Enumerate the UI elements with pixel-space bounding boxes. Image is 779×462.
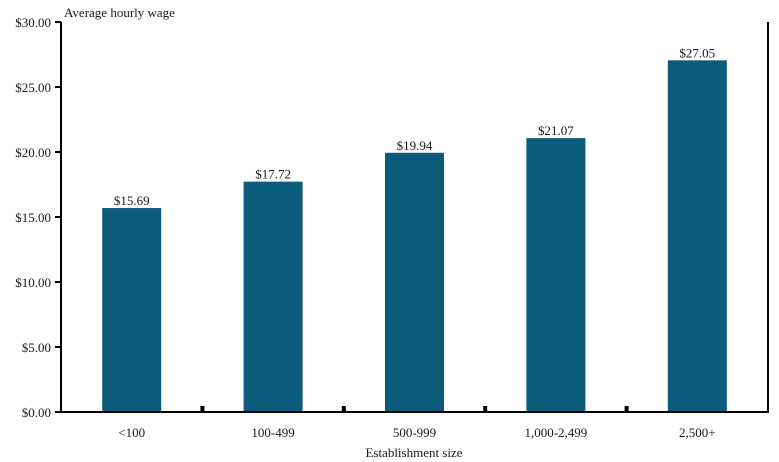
- bar: [526, 138, 586, 412]
- y-tick-label: $30.00: [15, 15, 51, 30]
- bar-value-label: $27.05: [679, 45, 715, 60]
- y-tick-label: $25.00: [15, 80, 51, 95]
- x-tick-label: 100-499: [251, 425, 294, 440]
- x-axis-title: Establishment size: [365, 445, 462, 460]
- x-tick-label: 500-999: [393, 425, 436, 440]
- x-tick-label: 1,000-2,499: [524, 425, 587, 440]
- x-tick-label: <100: [118, 425, 145, 440]
- bar-value-label: $17.72: [255, 167, 291, 182]
- bar: [385, 152, 444, 412]
- y-tick-label: $5.00: [22, 340, 51, 355]
- bar: [102, 208, 162, 412]
- bar-value-label: $21.07: [538, 123, 574, 138]
- y-tick-label: $15.00: [15, 210, 51, 225]
- bars: $15.69 $17.72 $19.94 $21.07 $27.05: [102, 45, 727, 412]
- bar-value-label: $19.94: [397, 138, 433, 153]
- x-tick-label: 2,500+: [679, 425, 716, 440]
- y-axis-title: Average hourly wage: [64, 5, 175, 20]
- y-tick-label: $10.00: [15, 275, 51, 290]
- y-tick-label: $0.00: [22, 405, 51, 420]
- bar-value-label: $15.69: [114, 193, 150, 208]
- bar: [667, 60, 727, 412]
- y-axis-ticks: $0.00 $5.00 $10.00 $15.00 $20.00 $25.00 $30.00: [15, 15, 61, 420]
- bar: [243, 181, 303, 412]
- y-tick-label: $20.00: [15, 145, 51, 160]
